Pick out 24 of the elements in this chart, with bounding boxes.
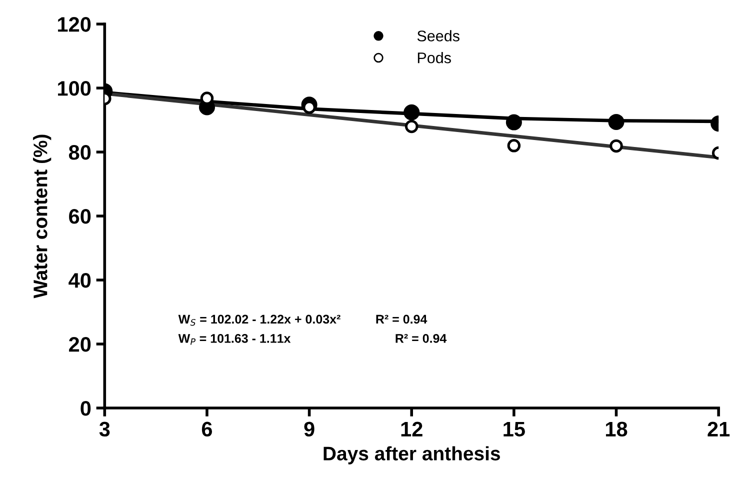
y-tick-label: 120 (58, 17, 91, 32)
legend-label: Seeds (417, 30, 460, 42)
y-tick-label: 60 (69, 209, 91, 224)
x-tick-label: 18 (606, 422, 628, 437)
point (507, 139, 521, 152)
legend-label: Pods (418, 52, 451, 64)
y-tick-label: 40 (68, 273, 91, 288)
x-tick-label: 15 (504, 422, 525, 437)
y-tick-label: 100 (58, 81, 91, 96)
x-tick-label: 9 (304, 422, 314, 437)
y-tick-label: 80 (68, 145, 91, 160)
x-tick-label: 3 (99, 422, 110, 437)
y-tick-label: 0 (80, 401, 91, 416)
x-tick-label: 21 (708, 422, 730, 436)
annotation: W$_{S}$ = 102.02 - 1.22x + 0.03x² R² = 0.94 (178, 314, 428, 326)
x-axis-title: Days after anthesis (324, 446, 500, 464)
point (404, 104, 420, 120)
y-tick-label: 20 (69, 337, 91, 352)
point (506, 114, 522, 130)
point (404, 120, 418, 134)
x-tick-label: 12 (401, 422, 422, 436)
x-tick-label: 6 (202, 422, 212, 437)
annotation: W$_{P}$ = 101.63 - 1.11x R² = 0.94 (178, 334, 447, 345)
y-axis-title: Water content (%) (33, 134, 52, 298)
